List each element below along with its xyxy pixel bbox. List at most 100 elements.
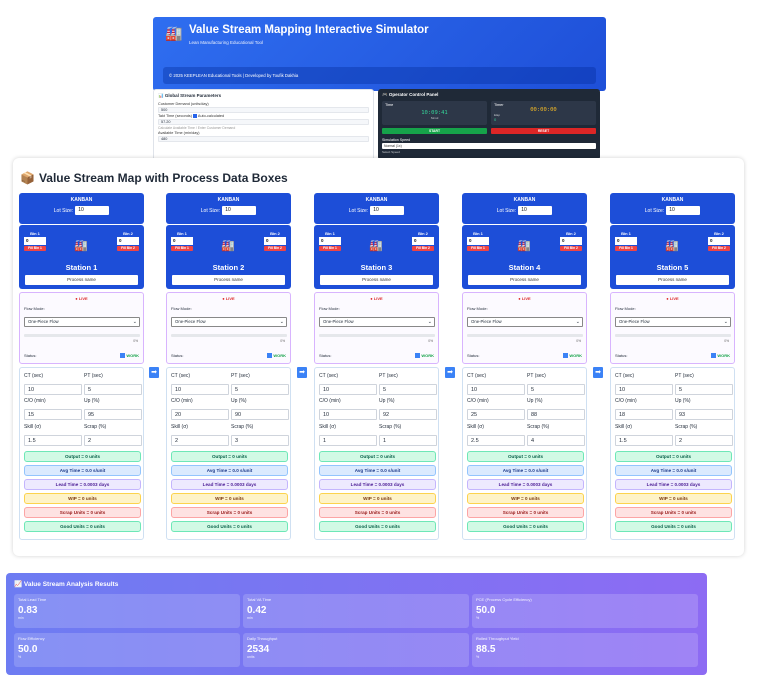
work-icon (267, 353, 273, 358)
fill-bin2-button[interactable]: Fill Bin 2 (264, 246, 286, 251)
flow-arrow-icon: ➡ (445, 367, 455, 378)
co-input[interactable]: 15 (24, 409, 82, 420)
bin2-input[interactable]: 0 (708, 237, 730, 245)
ct-input[interactable]: 10 (171, 384, 229, 395)
fill-bin2-button[interactable]: Fill Bin 2 (412, 246, 434, 251)
demand-input[interactable]: 500 (158, 107, 369, 113)
co-input[interactable]: 20 (171, 409, 229, 420)
fill-bin1-button[interactable]: Fill Bin 1 (615, 246, 637, 251)
flow-mode-select[interactable]: One-Piece Flow ⌄ (24, 317, 140, 327)
flow-mode-value: One-Piece Flow (175, 319, 206, 324)
bin1-input[interactable]: 0 (24, 237, 46, 245)
kanban-label: KANBAN (661, 197, 684, 203)
scrap-units-result: Scrap Units = 0 units (467, 507, 584, 518)
scrap-units-result: Scrap Units = 0 units (319, 507, 436, 518)
co-input[interactable]: 18 (615, 409, 673, 420)
fill-bin1-button[interactable]: Fill Bin 1 (24, 246, 46, 251)
fill-bin2-button[interactable]: Fill Bin 2 (560, 246, 582, 251)
bin1-input[interactable]: 0 (615, 237, 637, 245)
ct-input[interactable]: 10 (467, 384, 525, 395)
pt-input[interactable]: 5 (231, 384, 289, 395)
factory-icon: 🏭 (517, 240, 531, 252)
bin2-input[interactable]: 0 (264, 237, 286, 245)
good-units-result: Good Units = 0 units (319, 521, 436, 532)
up-input[interactable]: 92 (379, 409, 437, 420)
scrap-label: Scrap (%) (379, 424, 402, 430)
auto-checkbox[interactable] (193, 114, 198, 118)
scrap-input[interactable]: 2 (675, 435, 733, 446)
up-input[interactable]: 90 (231, 409, 289, 420)
status-value: WORK (273, 353, 286, 358)
fill-bin2-button[interactable]: Fill Bin 2 (117, 246, 139, 251)
global-params-panel: 📊 Global Stream Parameters Customer Dema… (153, 89, 374, 161)
factory-icon: 🏭 (665, 240, 679, 252)
kanban-label: KANBAN (513, 197, 536, 203)
fill-bin2-button[interactable]: Fill Bin 2 (708, 246, 730, 251)
chevron-down-icon: ⌄ (723, 319, 728, 325)
skill-input[interactable]: 1 (319, 435, 377, 446)
good-units-result: Good Units = 0 units (467, 521, 584, 532)
fill-bin1-button[interactable]: Fill Bin 1 (319, 246, 341, 251)
pt-input[interactable]: 5 (527, 384, 585, 395)
process-name-input[interactable]: Process name (172, 275, 285, 285)
bin2: Bin 2 0 Fill Bin 2 (264, 231, 286, 251)
bin1-input[interactable]: 0 (171, 237, 193, 245)
avail-input[interactable]: 480 (158, 136, 369, 142)
up-input[interactable]: 95 (84, 409, 142, 420)
scrap-input[interactable]: 3 (231, 435, 289, 446)
pt-input[interactable]: 5 (379, 384, 437, 395)
ct-input[interactable]: 10 (615, 384, 673, 395)
scrap-input[interactable]: 1 (379, 435, 437, 446)
process-name-input[interactable]: Process name (468, 275, 581, 285)
lot-size-input[interactable]: 10 (222, 206, 257, 215)
bin1-input[interactable]: 0 (467, 237, 489, 245)
lot-size-input[interactable]: 10 (518, 206, 553, 215)
co-input[interactable]: 10 (319, 409, 377, 420)
timer-label: Timer (494, 103, 504, 107)
process-name-input[interactable]: Process name (25, 275, 138, 285)
flow-mode-select[interactable]: One-Piece Flow ⌄ (319, 317, 435, 327)
status-value: WORK (126, 353, 139, 358)
skill-input[interactable]: 2.5 (467, 435, 525, 446)
pt-input[interactable]: 5 (84, 384, 142, 395)
takt-input[interactable]: 57.20 (158, 119, 369, 125)
skill-input[interactable]: 1.5 (24, 435, 82, 446)
lot-size-input[interactable]: 10 (666, 206, 701, 215)
up-input[interactable]: 88 (527, 409, 585, 420)
ct-input[interactable]: 10 (319, 384, 377, 395)
ct-input[interactable]: 10 (24, 384, 82, 395)
bin2-input[interactable]: 0 (117, 237, 139, 245)
process-name-input[interactable]: Process name (320, 275, 433, 285)
status-value: WORK (717, 353, 730, 358)
work-icon (711, 353, 717, 358)
pt-input[interactable]: 5 (675, 384, 733, 395)
flow-mode-select[interactable]: One-Piece Flow ⌄ (171, 317, 287, 327)
station-column: KANBAN Lot Size: 10 Bin 1 0 Fill Bin 1 🏭 … (19, 193, 144, 540)
skill-input[interactable]: 1.5 (615, 435, 673, 446)
fill-bin1-button[interactable]: Fill Bin 1 (467, 246, 489, 251)
up-input[interactable]: 93 (675, 409, 733, 420)
output-result: Output = 0 units (24, 451, 141, 462)
start-button[interactable]: START (382, 128, 487, 134)
metric-label: Total VA Time (247, 597, 272, 602)
scrap-input[interactable]: 2 (84, 435, 142, 446)
process-name-input[interactable]: Process name (616, 275, 729, 285)
flow-mode-select[interactable]: One-Piece Flow ⌄ (615, 317, 731, 327)
speed-select[interactable]: Normal (1x) (382, 143, 596, 149)
bin2-input[interactable]: 0 (560, 237, 582, 245)
metric-label: PCE (Process Cycle Efficiency) (476, 597, 532, 602)
fill-bin1-button[interactable]: Fill Bin 1 (171, 246, 193, 251)
scrap-input[interactable]: 4 (527, 435, 585, 446)
bin2-input[interactable]: 0 (412, 237, 434, 245)
reset-button[interactable]: RESET (491, 128, 596, 134)
wip-result: WIP = 0 units (171, 493, 288, 504)
flow-mode-select[interactable]: One-Piece Flow ⌄ (467, 317, 583, 327)
flow-mode-label: Flow Mode: (24, 306, 45, 311)
bin1-input[interactable]: 0 (319, 237, 341, 245)
skill-input[interactable]: 2 (171, 435, 229, 446)
progress-percent: 0% (280, 339, 285, 343)
lot-size-input[interactable]: 10 (370, 206, 405, 215)
co-input[interactable]: 25 (467, 409, 525, 420)
chart-icon: 📊 (158, 93, 165, 98)
lot-size-input[interactable]: 10 (75, 206, 110, 215)
